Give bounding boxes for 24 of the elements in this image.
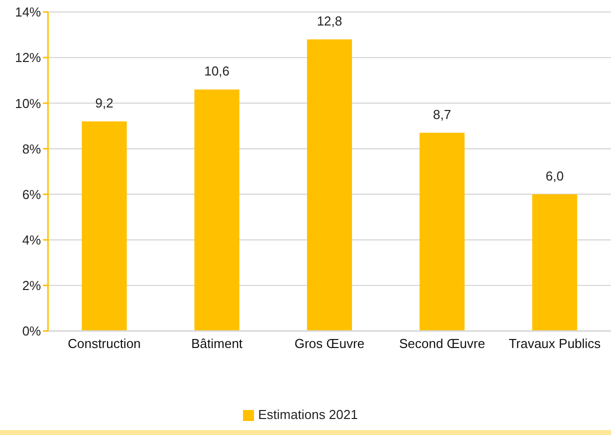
x-tick-label: Second Œuvre — [399, 336, 486, 352]
y-tick-label: 8% — [22, 141, 42, 156]
y-tick-label: 0% — [22, 324, 42, 339]
bar — [306, 39, 352, 331]
y-tick-label: 12% — [14, 50, 42, 66]
legend-label: Estimations 2021 — [258, 407, 358, 422]
x-tick-label: Travaux Publics — [508, 336, 602, 352]
y-tick-label: 14% — [14, 4, 42, 20]
y-tick-label: 10% — [14, 96, 42, 111]
data-label: 8,7 — [433, 106, 452, 122]
y-tick-label: 6% — [22, 186, 42, 202]
x-tick-label: Gros Œuvre — [294, 336, 365, 352]
y-tick-label: 2% — [22, 278, 42, 294]
bar — [82, 121, 127, 331]
data-label: 10,6 — [204, 63, 230, 78]
data-label: 9,2 — [95, 95, 114, 110]
bar — [194, 89, 240, 331]
data-label: 6,0 — [546, 168, 564, 184]
bar — [420, 132, 465, 331]
bar — [532, 194, 578, 331]
x-tick-label: Bâtiment — [191, 336, 243, 352]
data-label: 12,8 — [316, 13, 342, 28]
x-tick-label: Construction — [68, 336, 141, 352]
y-tick-label: 4% — [22, 232, 42, 248]
